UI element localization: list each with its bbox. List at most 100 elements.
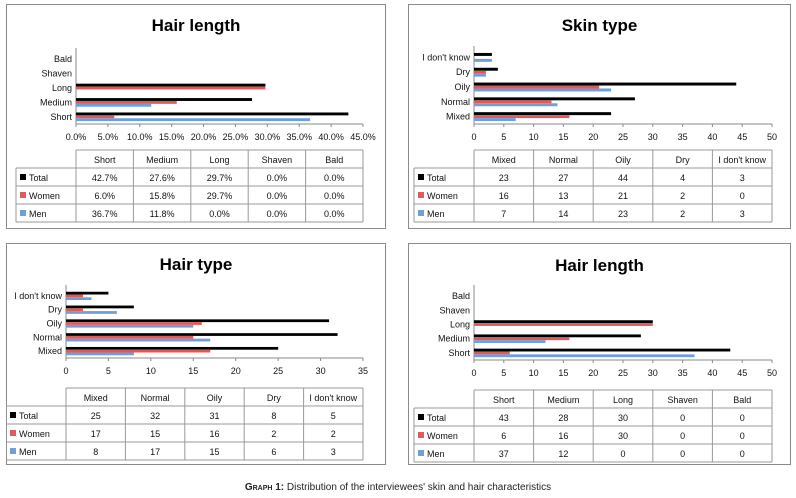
table-cell: 0.0% [324, 191, 345, 201]
y-category-label: I don't know [422, 52, 470, 62]
table-cell: 30 [618, 431, 628, 441]
x-tick-label: 25 [618, 132, 628, 142]
legend-swatch-men [418, 210, 424, 216]
bar-women [76, 86, 266, 90]
bar-total [474, 67, 498, 71]
legend-label: Men [19, 447, 37, 457]
table-cell: 17 [91, 429, 101, 439]
table-cell: 0 [620, 449, 625, 459]
x-tick-label: 0 [471, 132, 476, 142]
y-category-label: Medium [40, 97, 72, 107]
chart-title: Hair length [555, 256, 644, 275]
bar-men [474, 354, 695, 358]
bar-total [76, 98, 253, 101]
y-category-label: Normal [33, 332, 62, 342]
bar-women [66, 322, 202, 325]
table-cell: 11.8% [150, 209, 175, 219]
table-header: Shaven [667, 395, 698, 405]
bar-men [66, 311, 117, 314]
chart-frame [6, 4, 386, 229]
x-tick-label: 25.0% [223, 132, 249, 142]
bar-men [66, 338, 211, 342]
x-tick-label: 35 [678, 368, 688, 378]
x-tick-label: 15.0% [159, 132, 185, 142]
table-cell: 3 [740, 173, 745, 183]
x-tick-label: 10.0% [127, 132, 153, 142]
x-tick-label: 35 [678, 132, 688, 142]
table-cell: 17 [150, 447, 160, 457]
table-cell: 3 [740, 209, 745, 219]
y-category-label: Shaven [41, 69, 72, 79]
legend-swatch-women [418, 192, 424, 198]
x-tick-label: 10 [529, 368, 539, 378]
chart-title: Skin type [562, 16, 638, 35]
bar-men [474, 340, 546, 343]
table-header: Short [493, 395, 515, 405]
x-tick-label: 45 [737, 132, 747, 142]
table-cell: 2 [680, 209, 685, 219]
legend-swatch-women [10, 430, 16, 436]
table-cell: 21 [618, 191, 628, 201]
bar-women [474, 70, 486, 74]
table-header: I don't know [718, 155, 766, 165]
bar-total [66, 305, 134, 309]
table-header: Medium [547, 395, 579, 405]
legend-label: Total [427, 413, 446, 423]
x-tick-label: 25 [618, 368, 628, 378]
bar-men [474, 58, 492, 62]
chart-title: Hair type [160, 255, 233, 274]
y-category-label: Bald [54, 54, 72, 64]
bar-men [66, 297, 92, 301]
table-cell: 5 [331, 411, 336, 421]
y-category-label: Medium [438, 334, 470, 344]
table-cell: 29.7% [207, 191, 233, 201]
x-tick-label: 20 [588, 132, 598, 142]
bar-women [76, 115, 115, 119]
table-cell: 6 [501, 431, 506, 441]
table-cell: 0.0% [267, 209, 288, 219]
table-cell: 0 [680, 449, 685, 459]
x-tick-label: 40.0% [318, 132, 344, 142]
table-cell: 42.7% [92, 173, 118, 183]
bar-men [76, 103, 152, 107]
table-cell: 6.0% [94, 191, 115, 201]
x-tick-label: 35 [358, 366, 368, 376]
y-category-label: Mixed [38, 346, 62, 356]
bar-women [76, 100, 177, 104]
table-cell: 16 [558, 431, 568, 441]
y-category-label: Dry [456, 67, 470, 77]
legend-label: Women [29, 191, 60, 201]
table-cell: 2 [331, 429, 336, 439]
chart-frame [6, 243, 386, 465]
legend-swatch-men [10, 448, 16, 454]
legend-label: Total [29, 173, 48, 183]
bar-men [474, 118, 516, 122]
x-tick-label: 10 [146, 366, 156, 376]
table-cell: 13 [558, 191, 568, 201]
table-cell: 15.8% [149, 191, 175, 201]
x-tick-label: 5.0% [98, 132, 119, 142]
table-cell: 0.0% [209, 209, 230, 219]
bar-women [66, 335, 194, 339]
table-cell: 3 [331, 447, 336, 457]
bar-total [474, 97, 635, 101]
y-category-label: Short [448, 348, 470, 358]
chart-hair-type: Hair type 0 5 10 15 20 25 30 35 Mixed Normal Oily Dr… [6, 243, 386, 465]
legend-label: Women [427, 191, 458, 201]
bar-total [66, 333, 338, 336]
x-tick-label: 5 [106, 366, 111, 376]
bar-women [474, 100, 552, 104]
legend-label: Men [427, 449, 445, 459]
table-header: Normal [549, 155, 578, 165]
x-tick-label: 0.0% [66, 132, 87, 142]
x-tick-label: 30.0% [255, 132, 281, 142]
legend-swatch-women [418, 432, 424, 438]
table-cell: 25 [91, 411, 101, 421]
legend-label: Total [427, 173, 446, 183]
bar-total [474, 320, 653, 324]
table-cell: 2 [680, 191, 685, 201]
table-cell: 16 [209, 429, 219, 439]
table-cell: 12 [558, 449, 568, 459]
figure-caption: Graph 1: Distribution of the interviewee… [0, 482, 796, 493]
legend-swatch-men [20, 210, 26, 216]
